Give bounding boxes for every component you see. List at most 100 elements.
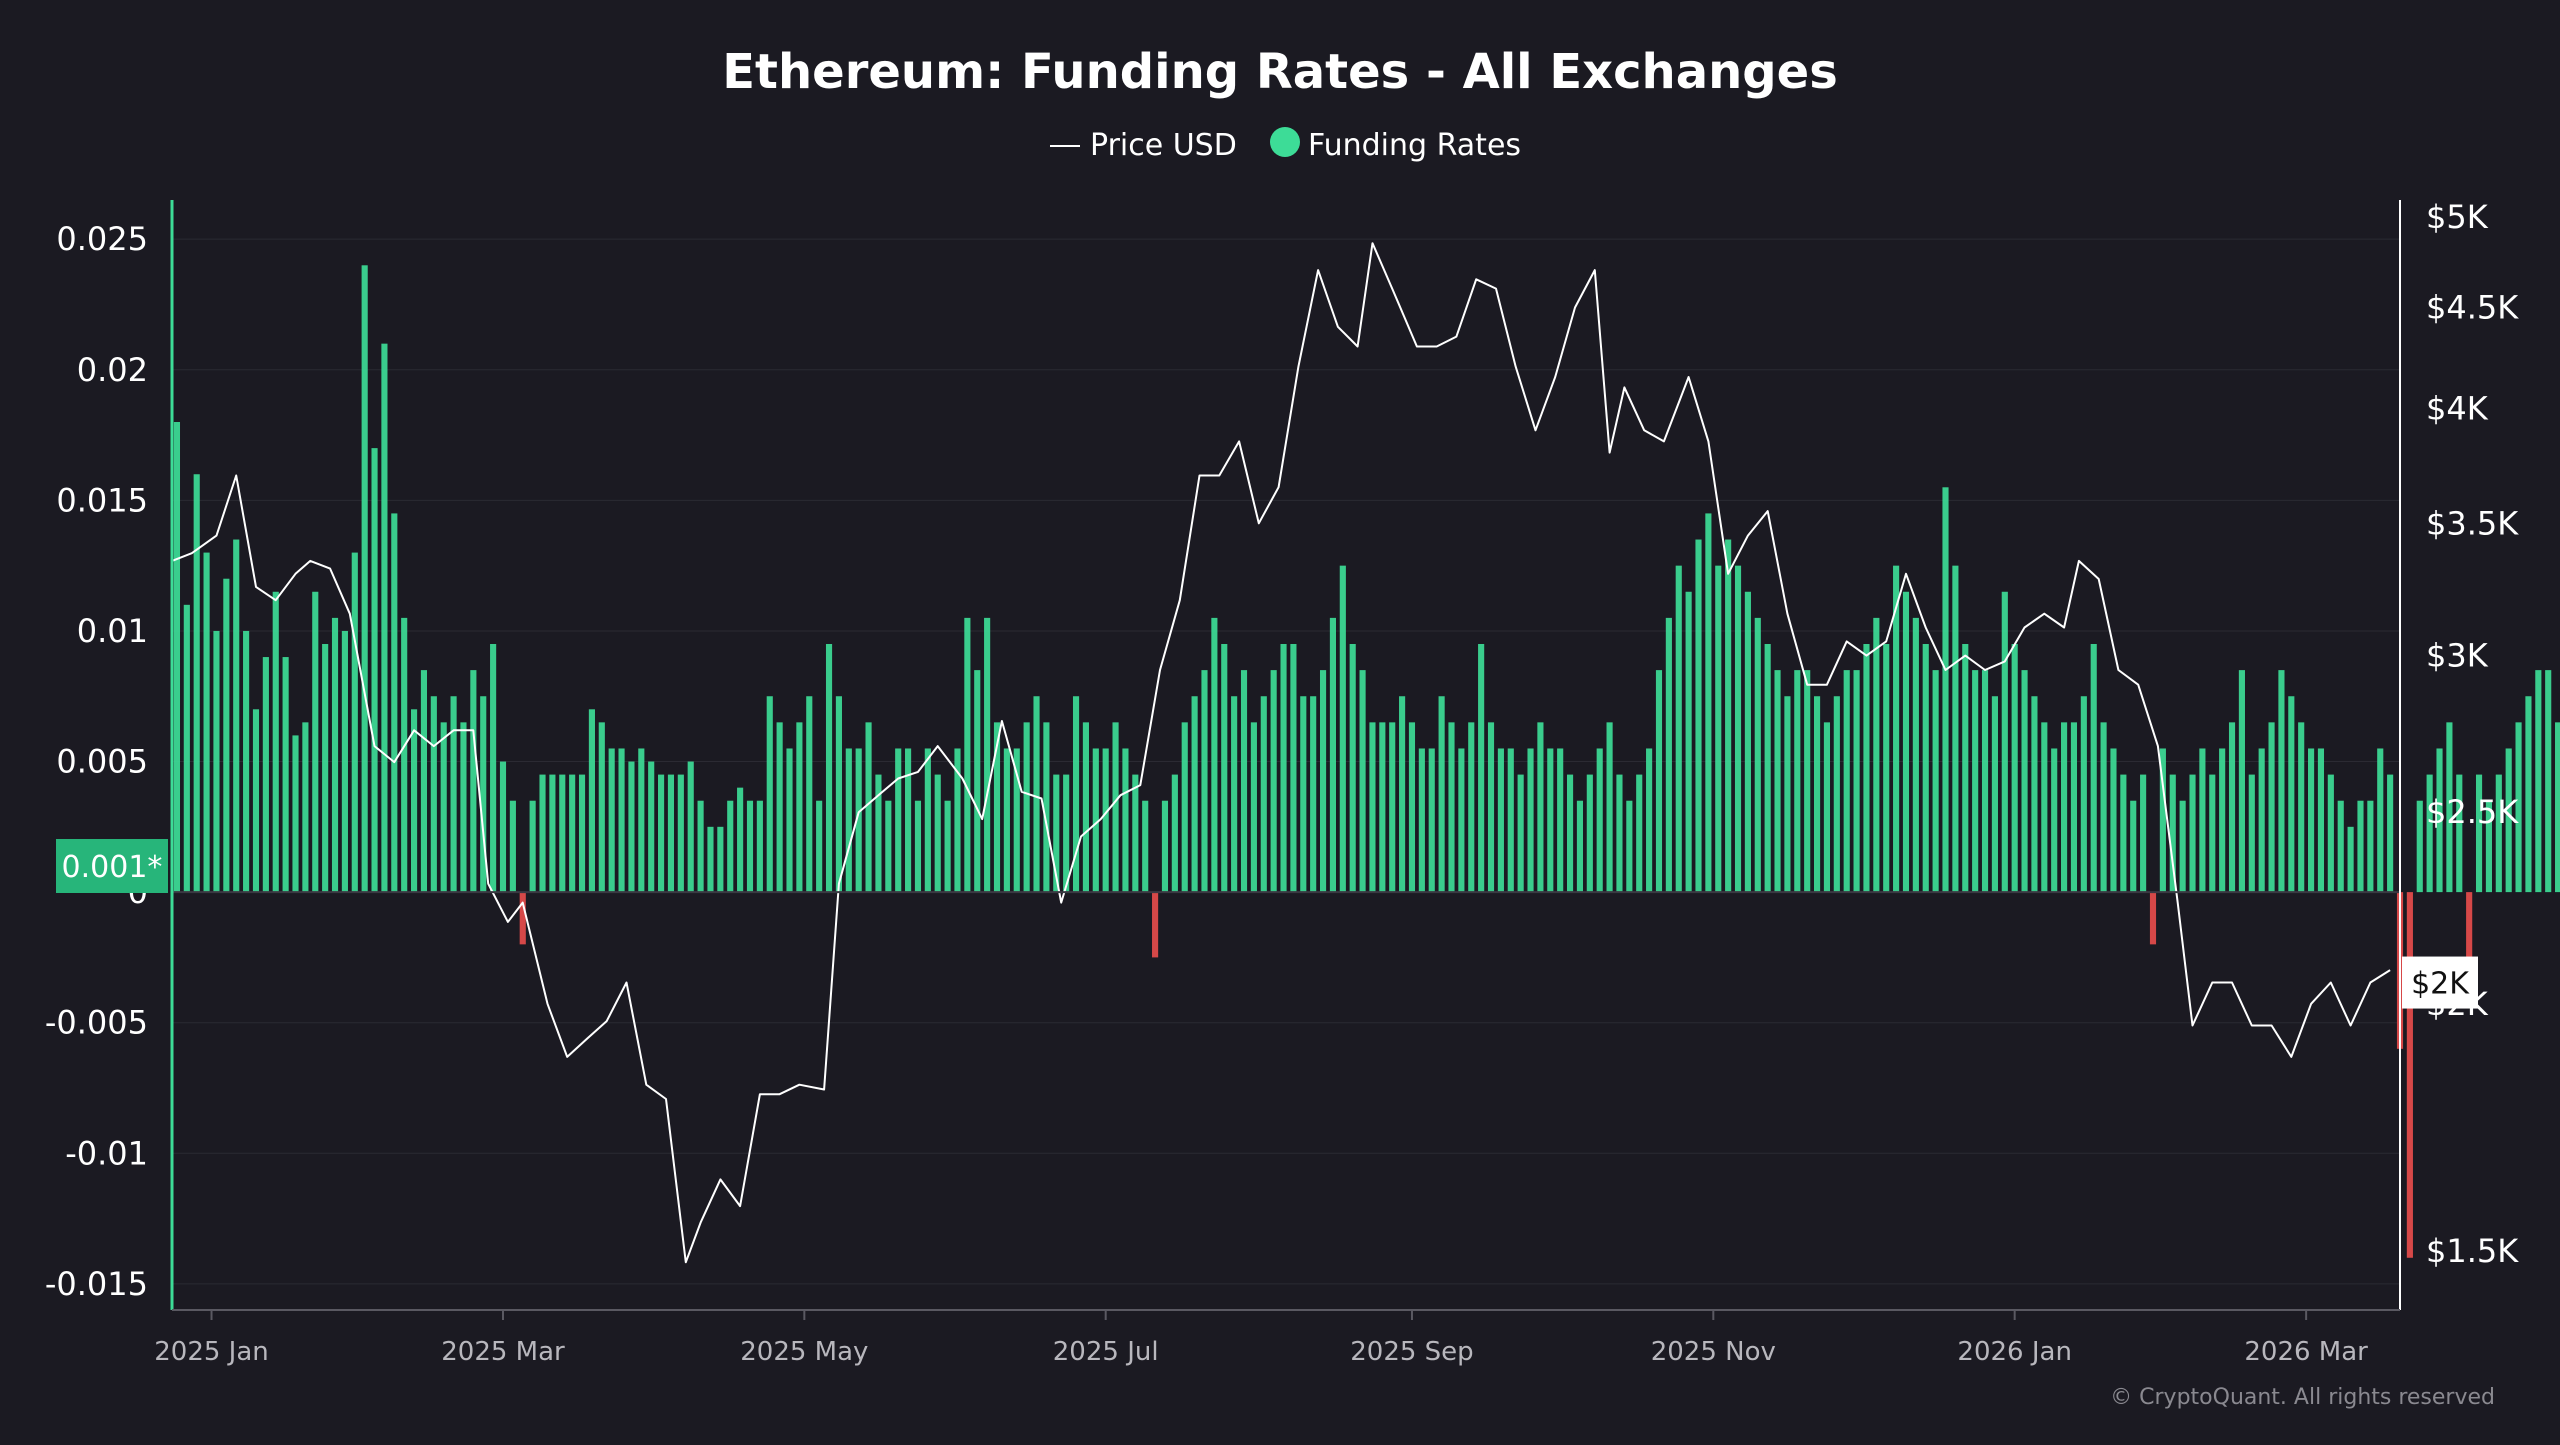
legend-item-funding[interactable]: Funding Rates: [1270, 127, 1521, 163]
funding-bar: [569, 774, 576, 893]
funding-bar: [1023, 722, 1030, 893]
funding-bar: [302, 722, 309, 893]
y-right-tick-label: $3.5K: [2426, 504, 2519, 542]
funding-bar: [1586, 774, 1593, 893]
funding-bar: [1478, 644, 1485, 893]
funding-bar: [1063, 774, 1070, 893]
funding-bar: [2130, 800, 2137, 893]
price-line: [171, 242, 2391, 1264]
funding-bar: [223, 578, 230, 893]
funding-bar: [756, 800, 763, 893]
funding-bar: [1725, 539, 1732, 893]
funding-bar: [1774, 670, 1781, 893]
funding-bar: [707, 826, 714, 893]
x-tick-label: 2025 Nov: [1651, 1337, 1776, 1367]
y-right-tick-label: $2.5K: [2426, 793, 2519, 831]
legend: Price USD Funding Rates: [1050, 127, 1521, 163]
funding-bar: [2100, 722, 2107, 893]
x-tick-label: 2026 Mar: [2244, 1337, 2368, 1367]
funding-bar: [2505, 748, 2512, 893]
funding-bar: [312, 591, 319, 893]
y-right-tick-label: $4K: [2426, 390, 2489, 428]
funding-bar: [1952, 565, 1959, 893]
funding-bar: [1981, 670, 1989, 893]
funding-bar: [1221, 644, 1228, 893]
funding-bar: [1991, 696, 1998, 893]
funding-bar: [351, 552, 358, 893]
funding-bar: [588, 709, 595, 893]
funding-bar: [1408, 722, 1416, 893]
funding-bar: [1794, 670, 1801, 893]
current-price-value: $2K: [2411, 967, 2470, 1002]
funding-bar: [2337, 800, 2344, 893]
funding-bar: [697, 800, 704, 893]
funding-bar: [331, 617, 339, 893]
funding-bar: [598, 722, 605, 893]
legend-item-price[interactable]: Price USD: [1050, 128, 1237, 163]
funding-bar: [411, 709, 418, 893]
funding-bar: [2001, 591, 2008, 893]
funding-bar: [2456, 774, 2463, 893]
funding-bar: [766, 696, 773, 893]
funding-bar: [1744, 591, 1751, 893]
funding-bar: [2357, 800, 2364, 893]
funding-bar: [1497, 748, 1504, 893]
funding-bar: [658, 774, 665, 893]
funding-bar: [1339, 565, 1346, 893]
funding-bar: [1240, 670, 1248, 893]
funding-bar: [1705, 513, 1712, 893]
funding-bar: [460, 722, 467, 893]
funding-bar: [2317, 748, 2325, 893]
funding-bar: [1201, 670, 1208, 893]
funding-bar: [401, 617, 408, 893]
funding-bar: [1685, 591, 1692, 893]
funding-bar: [2298, 722, 2305, 893]
funding-bar: [2475, 774, 2483, 893]
funding-bar: [1527, 748, 1534, 893]
funding-bar: [776, 722, 783, 893]
funding-bar: [490, 644, 497, 893]
funding-bar: [1132, 774, 1139, 893]
funding-bar: [954, 748, 961, 893]
funding-bar: [361, 265, 368, 893]
funding-bar: [608, 748, 615, 893]
funding-bar: [1389, 722, 1396, 893]
funding-bar: [2545, 670, 2552, 893]
funding-bar: [1675, 565, 1682, 893]
funding-bar: [2021, 670, 2028, 893]
funding-bar: [2189, 774, 2196, 893]
funding-bar: [470, 670, 477, 893]
funding-bar: [2120, 774, 2127, 893]
funding-bar: [1102, 748, 1109, 893]
funding-bar: [816, 800, 823, 893]
funding-bar: [2090, 644, 2097, 893]
y-left-tick-label: 0.015: [56, 481, 148, 519]
funding-bar: [499, 761, 507, 893]
funding-bar: [1616, 774, 1623, 893]
funding-bar: [2436, 748, 2443, 893]
funding-bar: [677, 774, 684, 893]
funding-bar: [1319, 670, 1327, 893]
funding-bar: [1537, 722, 1544, 893]
funding-bar: [2110, 748, 2117, 893]
funding-bar: [1250, 722, 1257, 893]
funding-bar: [845, 748, 852, 893]
funding-bar: [1557, 748, 1564, 893]
funding-bar: [2041, 722, 2048, 893]
funding-bar: [1814, 696, 1821, 893]
current-funding-value: 0.001*: [62, 850, 163, 885]
funding-bar: [1873, 617, 1880, 893]
funding-bar: [944, 800, 951, 893]
funding-bar: [193, 474, 200, 893]
funding-bar: [1507, 748, 1514, 893]
funding-bar: [885, 800, 892, 893]
chart-title: Ethereum: Funding Rates - All Exchanges: [722, 44, 1838, 100]
funding-bar: [1122, 748, 1129, 893]
funding-bar: [2258, 748, 2265, 893]
funding-bar: [924, 748, 931, 893]
funding-bar: [2169, 774, 2176, 893]
funding-bar: [1458, 748, 1465, 893]
funding-bar: [1161, 800, 1169, 893]
funding-bar: [974, 670, 981, 893]
y-left-tick-label: 0.025: [56, 220, 148, 258]
